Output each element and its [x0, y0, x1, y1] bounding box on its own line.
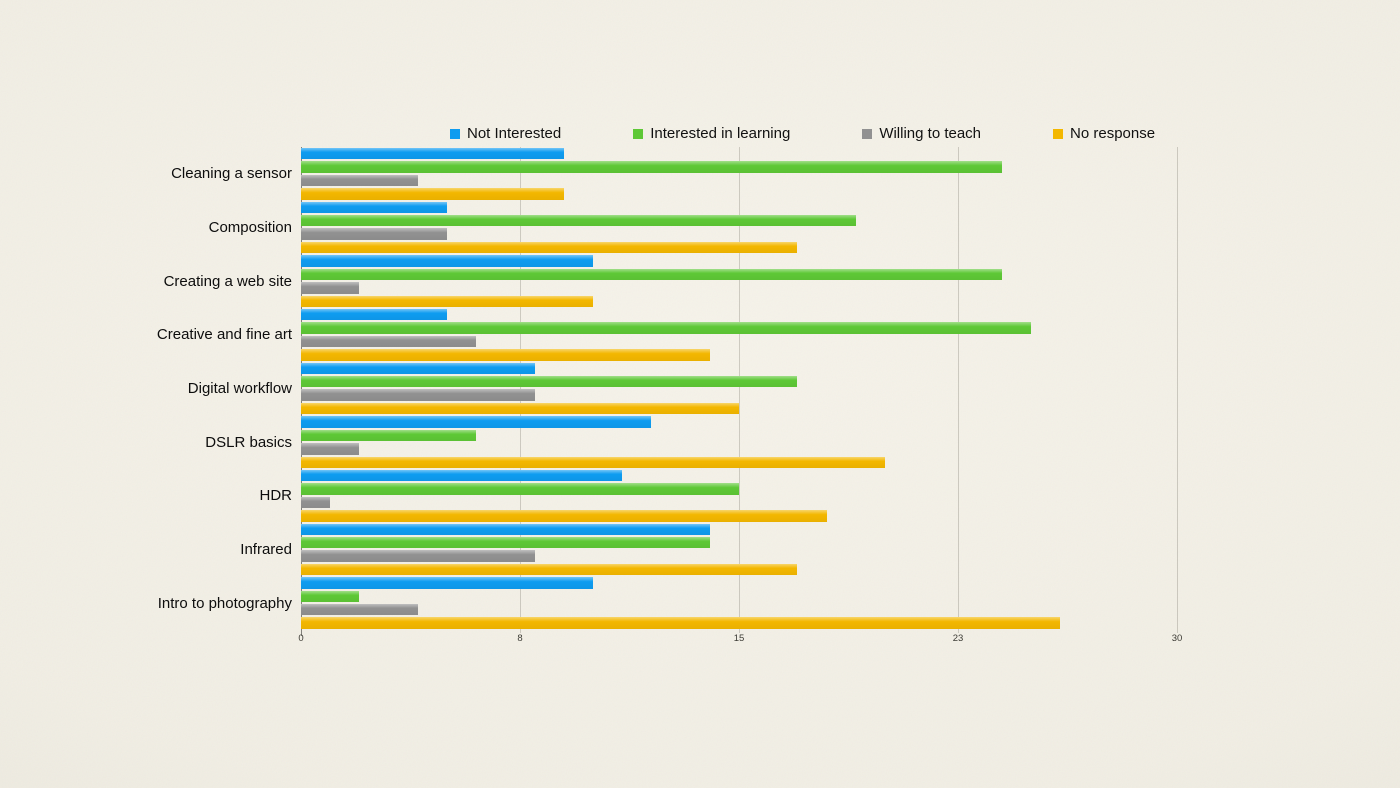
- category-label: Intro to photography: [157, 594, 292, 612]
- bar-not-interested: [301, 362, 535, 375]
- category-row: Digital workflow: [0, 362, 1400, 416]
- bar-group: [301, 415, 1177, 469]
- legend-swatch: [450, 128, 460, 139]
- legend-swatch: [633, 128, 644, 139]
- bar-group: [301, 362, 1177, 416]
- bar-interested-in-learning: [301, 429, 477, 442]
- bar-not-interested: [301, 416, 652, 428]
- bar-interested-in-learning: [301, 322, 1031, 334]
- chart-legend: Not Interested Interested in learning Will…: [450, 125, 1155, 142]
- bar-willing-to-teach: [301, 550, 535, 562]
- bar-willing-to-teach: [301, 604, 418, 616]
- bar-group: [301, 201, 1177, 255]
- gridline: [739, 147, 740, 633]
- bar-not-interested: [301, 148, 564, 160]
- bar-no-response: [301, 188, 564, 200]
- bar-interested-in-learning: [301, 590, 360, 603]
- x-tick-label: 15: [733, 633, 745, 644]
- bar-group: [301, 254, 1177, 308]
- bar-willing-to-teach: [301, 496, 331, 509]
- bar-not-interested: [301, 255, 593, 267]
- category-label: HDR: [259, 487, 293, 505]
- bar-interested-in-learning: [301, 161, 1002, 173]
- legend-item: Willing to teach: [862, 125, 981, 142]
- bar-interested-in-learning: [301, 537, 710, 549]
- category-row: Creating a web site: [0, 254, 1400, 308]
- bar-group: [301, 308, 1177, 362]
- bar-not-interested: [301, 469, 623, 482]
- bar-no-response: [301, 510, 827, 522]
- bar-not-interested: [301, 201, 447, 214]
- legend-label: No response: [1070, 125, 1156, 142]
- legend-swatch: [862, 128, 873, 139]
- bar-willing-to-teach: [301, 443, 360, 455]
- legend-item: No response: [1053, 125, 1155, 142]
- category-label: Cleaning a sensor: [171, 165, 292, 183]
- bar-no-response: [301, 241, 798, 254]
- x-tick-label: 8: [517, 633, 523, 644]
- bar-no-response: [301, 349, 710, 361]
- category-label: Creative and fine art: [156, 326, 292, 344]
- x-tick-label: 0: [298, 633, 304, 644]
- legend-label: Willing to teach: [879, 125, 982, 142]
- bar-chart: Cleaning a sensor Composition Creating a w…: [0, 147, 1400, 630]
- bar-willing-to-teach: [301, 228, 447, 240]
- bar-no-response: [301, 617, 1061, 629]
- legend-label: Not Interested: [467, 125, 562, 142]
- bar-willing-to-teach: [301, 282, 360, 294]
- bar-group: [301, 576, 1177, 630]
- bar-no-response: [301, 563, 798, 576]
- category-row: DSLR basics: [0, 415, 1400, 469]
- category-label: DSLR basics: [205, 433, 292, 451]
- category-row: Intro to photography: [0, 576, 1400, 630]
- x-axis: 0 8 15 23 30: [298, 633, 1182, 645]
- bar-group: [301, 523, 1177, 577]
- bar-interested-in-learning: [301, 483, 739, 495]
- category-label: Infrared: [240, 540, 292, 558]
- category-label: Creating a web site: [163, 272, 292, 290]
- bar-group: [301, 469, 1177, 523]
- legend-item: Not Interested: [450, 125, 561, 142]
- legend-item: Interested in learning: [633, 125, 790, 142]
- category-label: Composition: [208, 218, 292, 236]
- legend-swatch: [1053, 128, 1064, 139]
- category-row: Cleaning a sensor: [0, 147, 1400, 201]
- category-label: Digital workflow: [187, 379, 292, 397]
- category-row: HDR: [0, 469, 1400, 523]
- bar-not-interested: [301, 309, 447, 321]
- legend-label: Interested in learning: [650, 125, 791, 142]
- x-tick-label: 30: [1171, 633, 1183, 644]
- x-tick-label: 23: [952, 633, 964, 644]
- bar-no-response: [301, 295, 593, 307]
- gridline: [1177, 147, 1178, 633]
- bar-interested-in-learning: [301, 268, 1002, 281]
- bar-interested-in-learning: [301, 376, 798, 388]
- category-row: Composition: [0, 201, 1400, 255]
- bar-not-interested: [301, 577, 593, 589]
- bar-willing-to-teach: [301, 389, 535, 401]
- bar-willing-to-teach: [301, 335, 477, 348]
- category-row: Creative and fine art: [0, 308, 1400, 362]
- bar-willing-to-teach: [301, 174, 418, 187]
- bar-interested-in-learning: [301, 215, 856, 227]
- bar-group: [301, 147, 1177, 201]
- gridline: [958, 147, 959, 633]
- category-row: Infrared: [0, 523, 1400, 577]
- bar-not-interested: [301, 523, 710, 536]
- bar-no-response: [301, 456, 885, 468]
- bar-no-response: [301, 402, 739, 415]
